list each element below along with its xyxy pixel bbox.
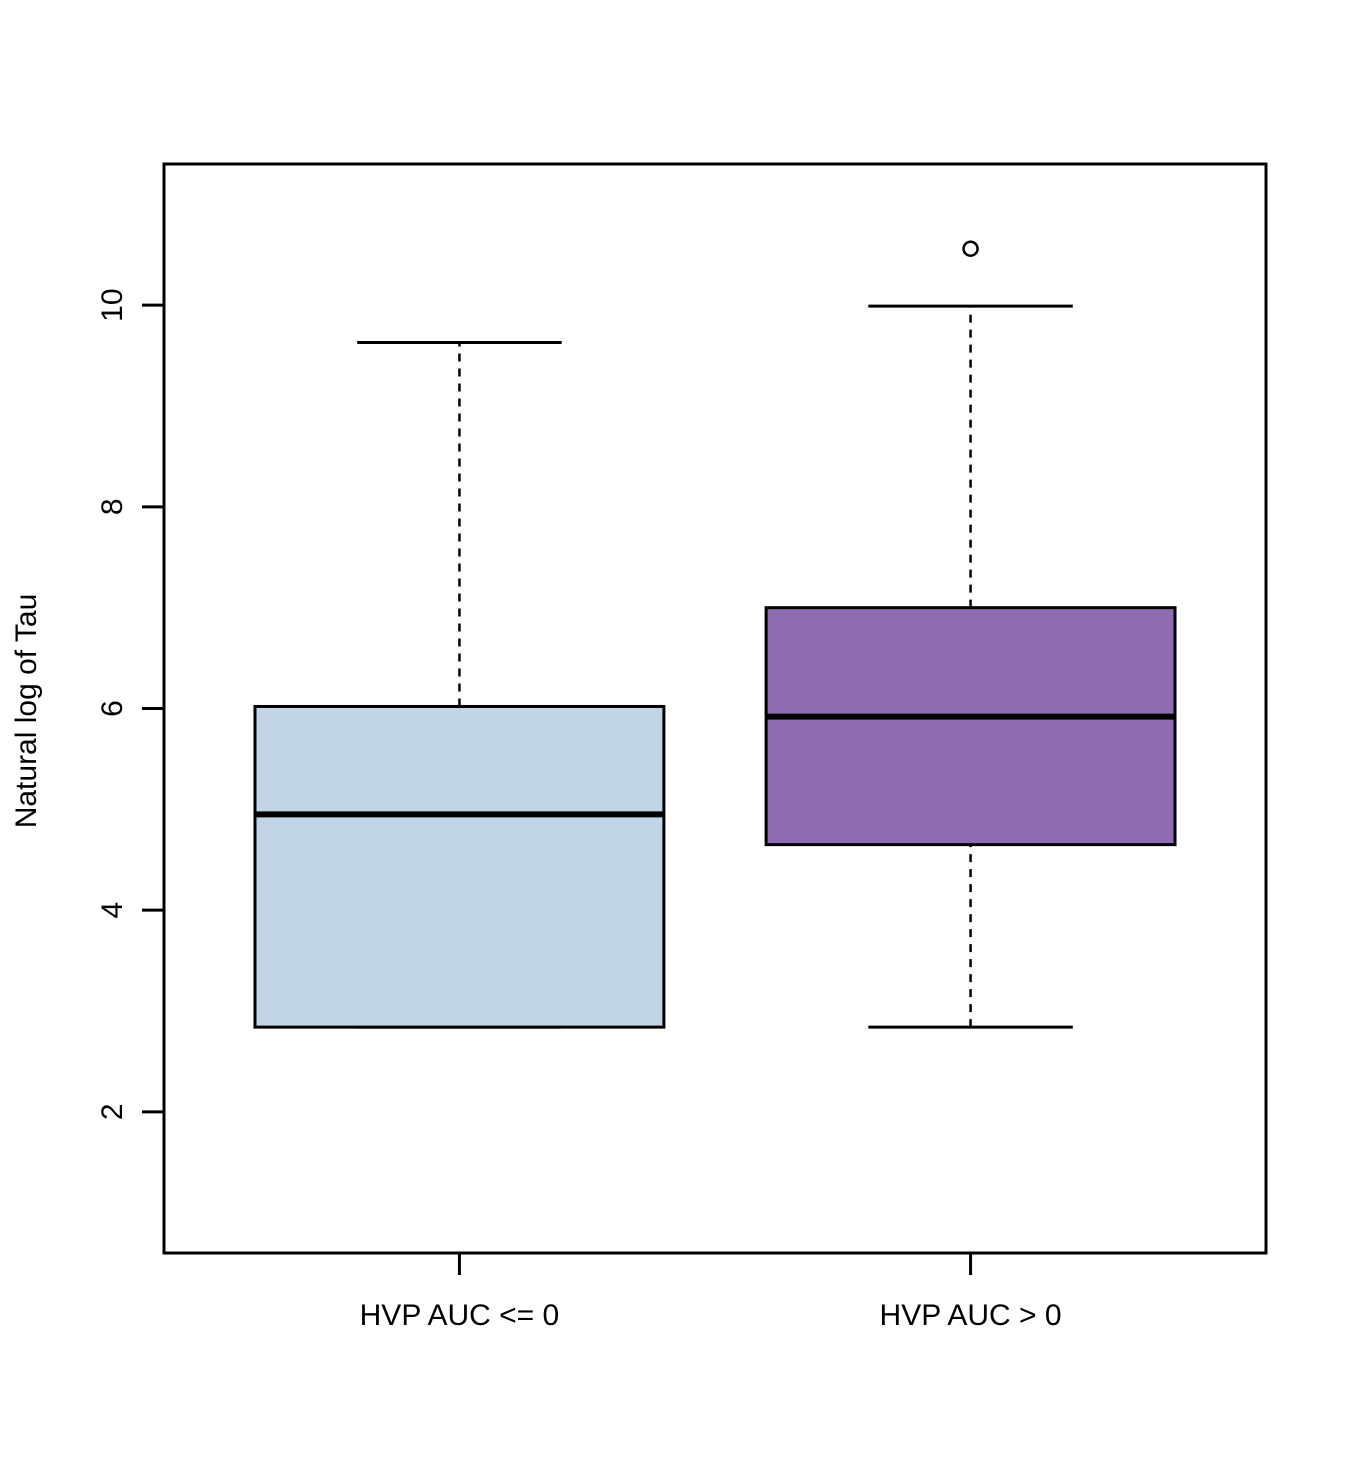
x-tick-label: HVP AUC > 0 <box>880 1299 1062 1332</box>
x-tick-label: HVP AUC <= 0 <box>360 1299 560 1332</box>
y-tick-label: 6 <box>96 700 129 717</box>
y-axis-label: Natural log of Tau <box>10 594 43 829</box>
y-tick-label: 2 <box>96 1103 129 1120</box>
y-tick-label: 4 <box>96 902 129 919</box>
plot-layer <box>253 240 1177 1029</box>
iqr-box <box>253 704 666 1029</box>
y-tick-label: 8 <box>96 498 129 515</box>
y-axis: 2 4 6 8 10 <box>96 288 164 1120</box>
outlier-point <box>962 240 979 257</box>
box-group-2 <box>764 240 1177 1029</box>
iqr-box <box>764 606 1177 847</box>
box-group-1 <box>253 340 666 1029</box>
y-tick-label: 10 <box>96 288 129 321</box>
x-axis: HVP AUC <= 0 HVP AUC > 0 <box>360 1253 1062 1332</box>
